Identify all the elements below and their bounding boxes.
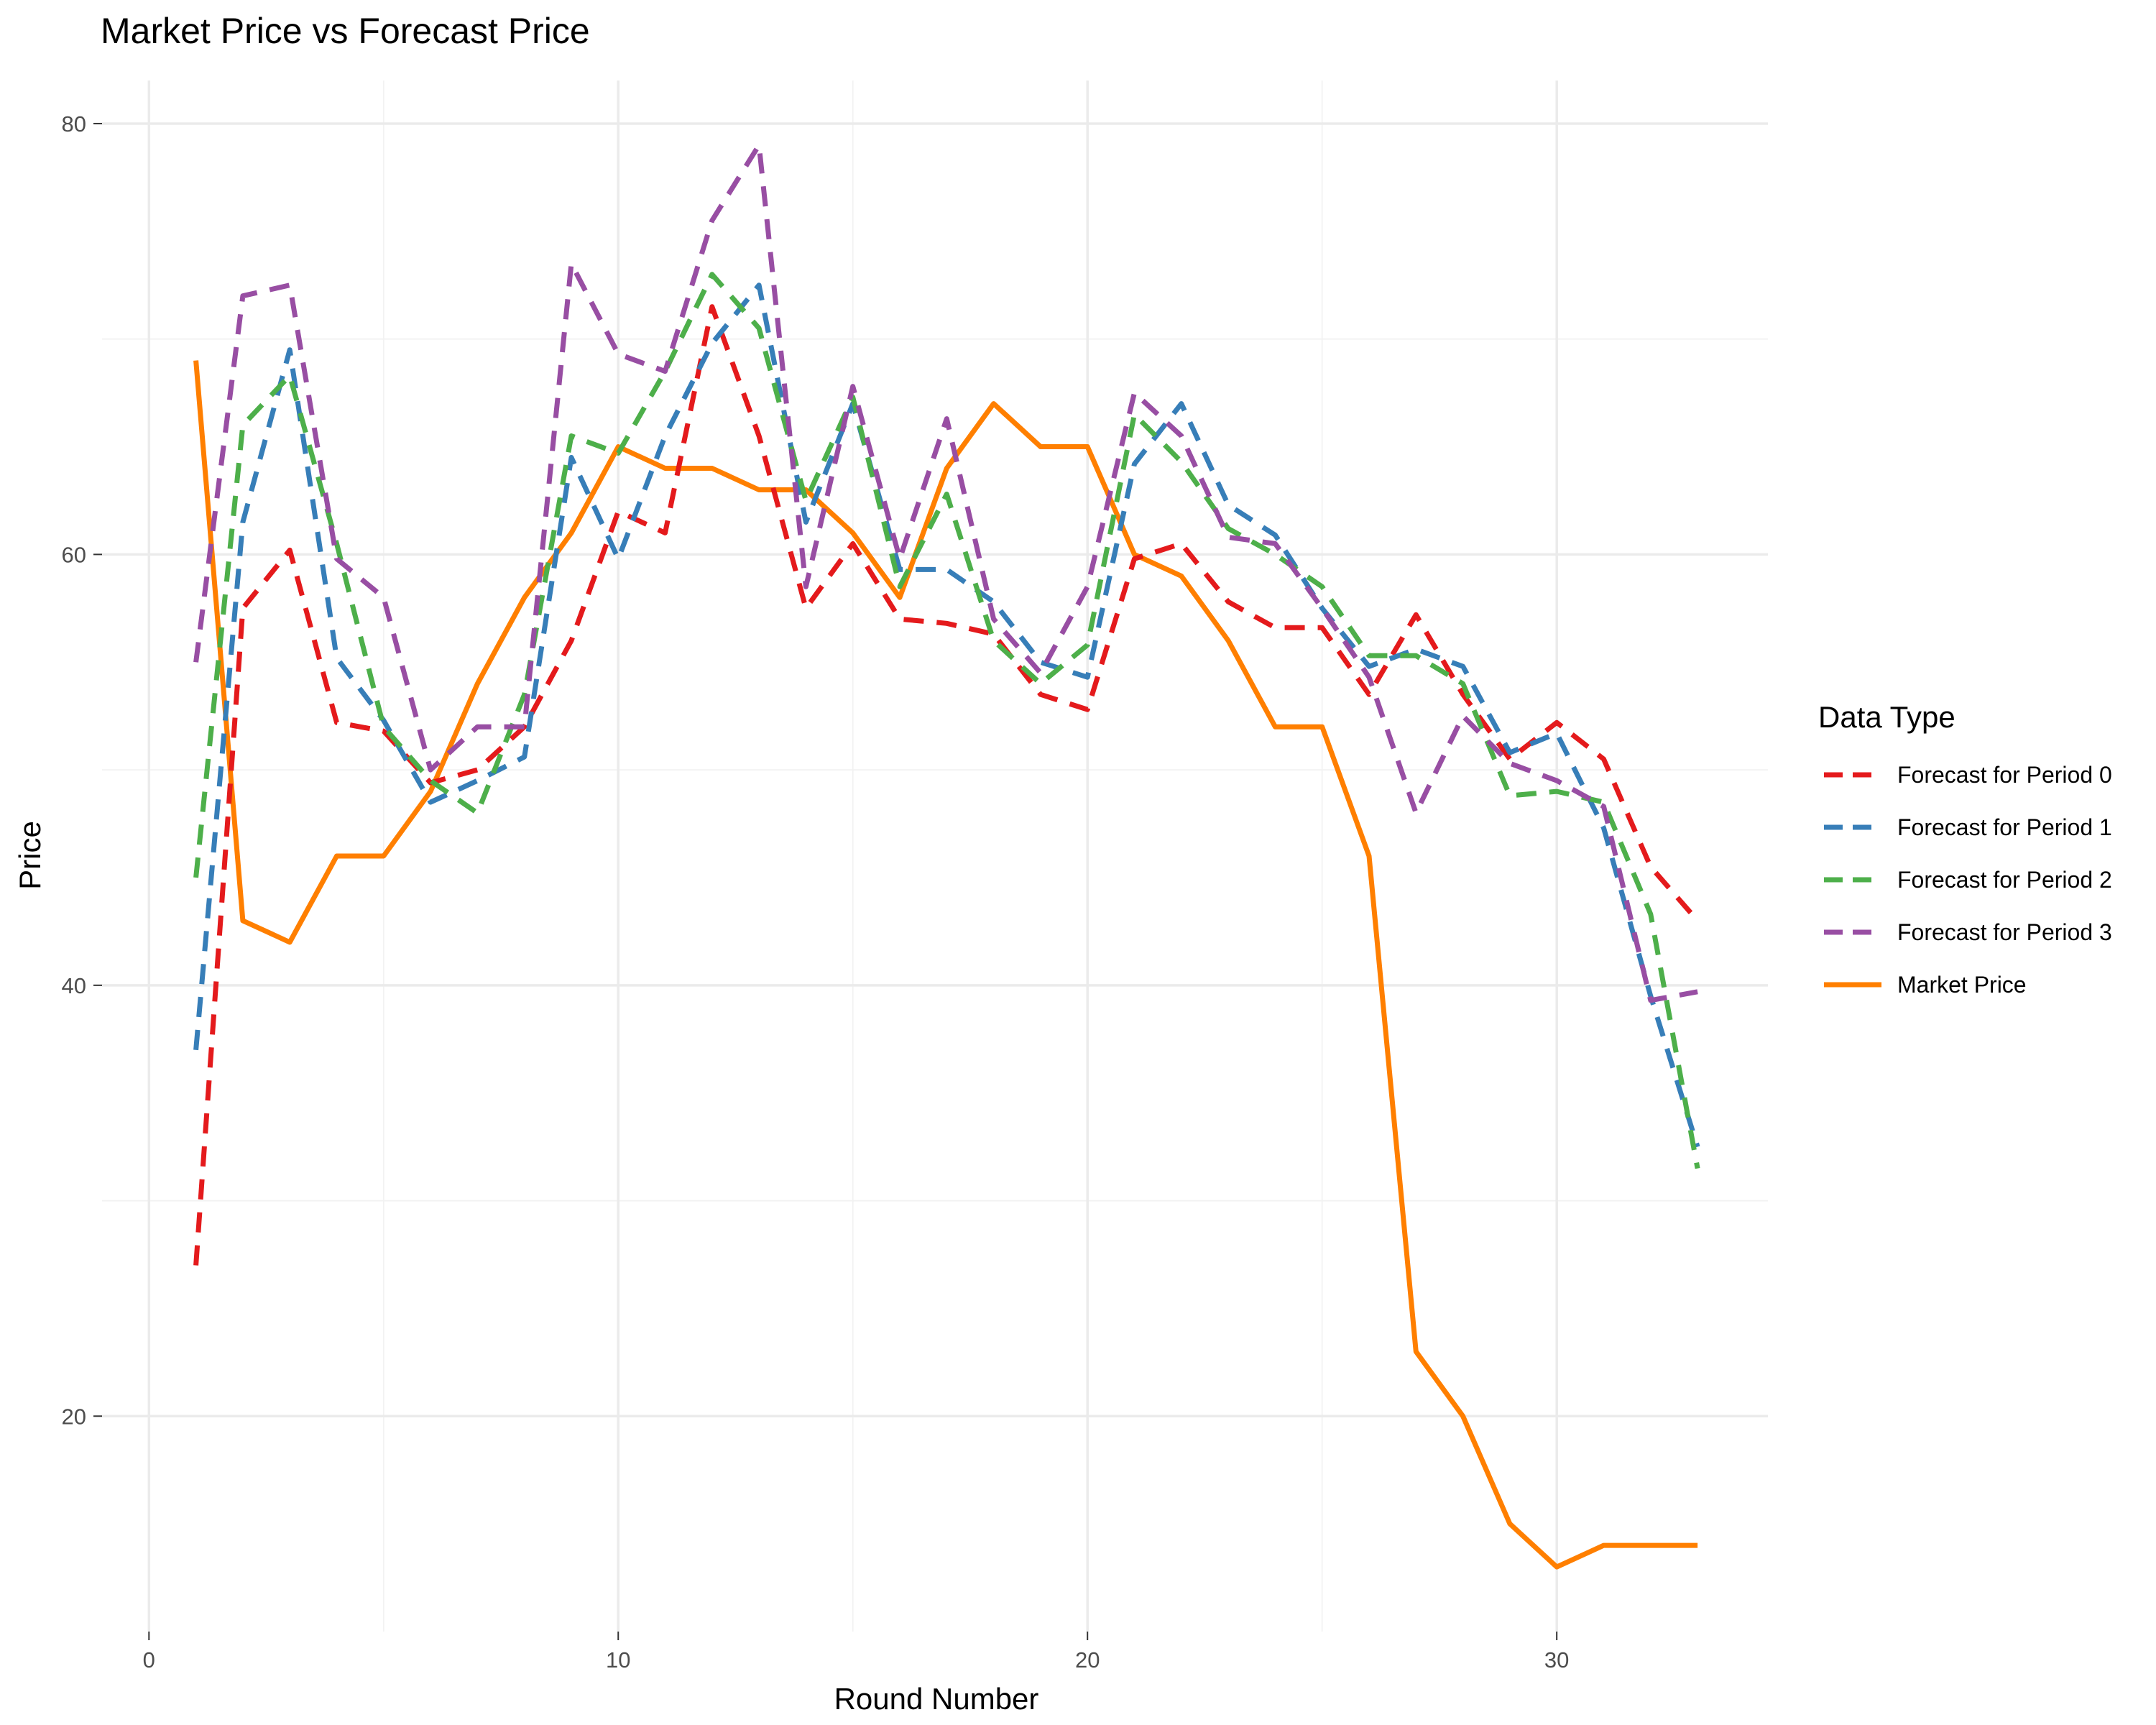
y-tick-label: 40 xyxy=(62,973,86,998)
legend-label: Forecast for Period 3 xyxy=(1897,919,2112,945)
y-axis: 20 40 60 80 xyxy=(62,111,102,1429)
grid xyxy=(102,80,1768,1632)
x-axis: 0 10 20 30 xyxy=(143,1632,1569,1673)
series-layer xyxy=(193,142,1700,1570)
legend-label: Forecast for Period 1 xyxy=(1897,814,2112,840)
series-line-forecast-for-period-2 xyxy=(193,272,1700,1169)
series-line-forecast-for-period-0 xyxy=(193,304,1700,1266)
series-line-market-price xyxy=(193,360,1698,1570)
x-tick-label: 10 xyxy=(606,1647,630,1673)
x-tick-label: 20 xyxy=(1075,1647,1100,1673)
y-tick-label: 60 xyxy=(62,542,86,567)
x-axis-title: Round Number xyxy=(834,1682,1039,1716)
legend-label: Forecast for Period 0 xyxy=(1897,762,2112,788)
y-axis-title: Price xyxy=(13,821,47,890)
chart-title: Market Price vs Forecast Price xyxy=(101,11,590,51)
y-tick-label: 80 xyxy=(62,111,86,137)
x-tick-label: 30 xyxy=(1544,1647,1569,1673)
y-tick-label: 20 xyxy=(62,1404,86,1429)
legend-label: Forecast for Period 2 xyxy=(1897,867,2112,893)
series-line-forecast-for-period-1 xyxy=(193,282,1700,1148)
x-tick-label: 0 xyxy=(143,1647,155,1673)
series-line-forecast-for-period-3 xyxy=(193,142,1698,1003)
legend: Data Type Forecast for Period 0 Forecast … xyxy=(1818,700,2112,998)
legend-title: Data Type xyxy=(1818,700,1955,734)
legend-label: Market Price xyxy=(1897,972,2027,998)
